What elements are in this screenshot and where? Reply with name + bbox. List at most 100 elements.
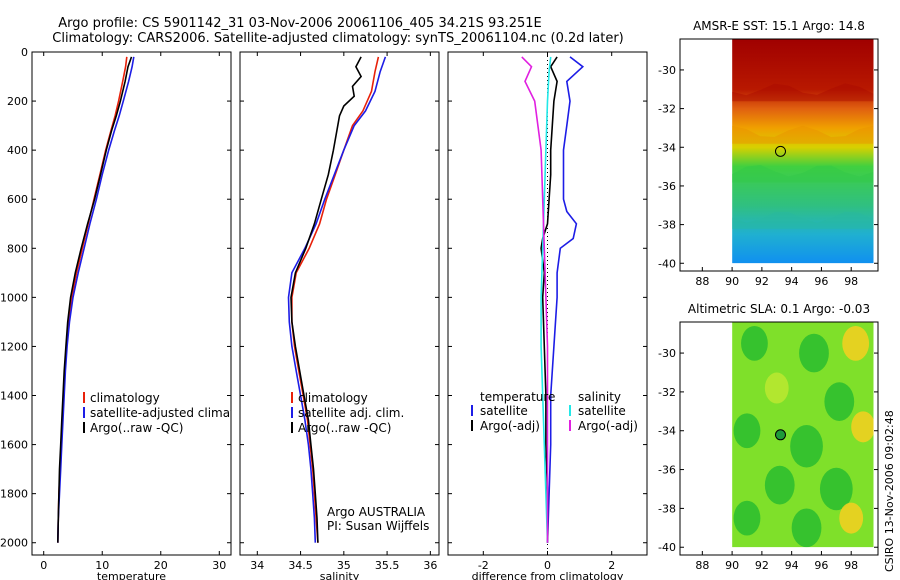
y-tick-label: -30 [658,347,676,360]
map-texture [732,83,874,102]
y-tick-label: -34 [658,425,676,438]
side-label: CSIRO 13-Nov-2006 09:02:48 [883,410,896,572]
map-blob [839,502,864,534]
x-tick-label: 92 [755,559,769,572]
x-tick-label: 88 [695,275,709,288]
y-tick-label: -30 [658,64,676,77]
map-texture [732,125,874,144]
x-tick-label: 30 [212,559,226,572]
x-tick-label: 96 [814,559,828,572]
y-tick-label: 1400 [0,390,28,403]
legend-label: Argo(..raw -QC) [298,421,391,435]
plot-frame [31,51,232,556]
legend-label: Argo(-adj) [578,419,638,433]
map-blob [819,467,853,511]
x-tick-label: -2 [478,559,489,572]
x-tick-label: 35 [337,559,351,572]
y-tick-label: -40 [658,257,676,270]
legend-label: climatology [298,391,368,405]
x-tick-label: 0 [40,559,47,572]
x-tick-label: 88 [695,559,709,572]
x-tick-label: 0 [544,559,551,572]
map-blob [791,508,822,548]
plot-frame [239,51,440,556]
y-tick-label: 0 [21,46,28,59]
map-fill [732,39,874,264]
map-title: AMSR-E SST: 15.1 Argo: 14.8 [693,19,865,33]
annotation-line: Argo AUSTRALIA [327,505,426,519]
x-tick-label: 96 [814,275,828,288]
x-tick-label: 10 [95,559,109,572]
series-line [57,56,135,543]
y-tick-label: -36 [658,464,676,477]
y-tick-label: -32 [658,103,676,116]
y-tick-label: 1800 [0,488,28,501]
chart-salinity: 34 34.5 35 35.5 36 salinity climatologysatelli… [239,51,440,580]
x-axis-label: difference from climatology [472,570,624,580]
argo-location-marker [774,145,786,157]
x-tick-label: 94 [785,559,799,572]
series-line [540,56,552,543]
x-tick-label: 35.5 [375,559,400,572]
legend-label: satellite adj. clim. [298,406,404,420]
chart-temperature: 0 10 20 30 0 200 400 600 800 1000 1200 1400 1600 1800… [0,46,268,580]
map-blob [733,500,761,536]
x-tick-label: 98 [844,275,858,288]
plots-layer: 0 10 20 30020040060080010001200140016001800… [0,19,879,580]
series-line [290,56,363,543]
y-tick-label: -40 [658,541,676,554]
series-line [546,56,585,543]
legend-heading: salinity [578,390,621,404]
map-blob [764,465,795,505]
map-frame [679,321,879,556]
x-tick-label: 98 [844,559,858,572]
y-tick-label: 1000 [0,291,28,304]
y-tick-label: 600 [7,193,28,206]
x-axis-label: temperature [97,570,166,580]
header-line-1: Argo profile: CS 5901142_31 03-Nov-2006 … [58,16,542,31]
y-tick-label: 800 [7,242,28,255]
x-tick-label: 2 [608,559,615,572]
x-tick-label: 92 [755,275,769,288]
series-line [521,56,549,543]
argo-location-marker [774,429,786,441]
annotation-line: PI: Susan Wijffels [327,519,429,533]
y-tick-label: 200 [7,95,28,108]
map-blob [851,411,874,443]
legend-label: satellite [578,404,626,418]
legend-label: satellite [480,404,528,418]
header-line-2: Climatology: CARS2006. Satellite-adjuste… [52,31,624,46]
y-tick-label: -36 [658,180,676,193]
legend: temperaturesatelliteArgo(-adj)salinitysa… [471,390,638,433]
map-blob [824,382,855,421]
x-tick-label: 34.5 [288,559,313,572]
map-blob [733,413,761,449]
y-tick-label: 1600 [0,439,28,452]
series-line [57,56,133,543]
map-texture [732,211,874,229]
legend-label: satellite-adjusted climatology [90,406,268,420]
chart-sla-map: 88 90 92 94 96 98 -30 -32 -34 -36 -38 -40 Altimetric… [658,302,879,572]
y-tick-label: 1200 [0,340,28,353]
y-tick-label: 2000 [0,537,28,550]
x-tick-label: 34 [250,559,264,572]
map-blob [764,372,789,404]
chart-sst-map: 88 90 92 94 96 98 -30 -32 -34 -36 -38 -40 AMSR-E SST… [658,19,879,288]
legend-label: climatology [90,391,160,405]
map-blob [790,424,823,468]
series-line [287,56,387,543]
y-tick-label: -32 [658,386,676,399]
map-title: Altimetric SLA: 0.1 Argo: -0.03 [688,302,870,316]
legend-heading: temperature [480,390,555,404]
map-field [732,39,874,264]
series-line [540,56,558,543]
map-blob [799,333,829,373]
x-tick-label: 90 [725,559,739,572]
x-tick-label: 36 [423,559,437,572]
y-tick-label: -38 [658,502,676,515]
map-frame [679,38,879,272]
